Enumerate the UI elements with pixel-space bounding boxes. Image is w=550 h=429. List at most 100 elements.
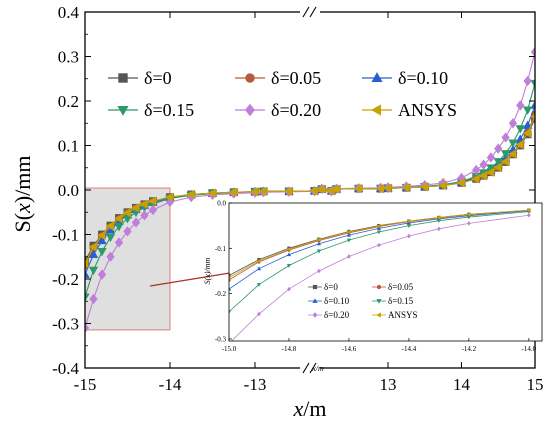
series-5-point-19 — [331, 184, 340, 194]
inset-legend-label-2: δ=0.10 — [324, 296, 350, 306]
series-4-point-8 — [148, 204, 158, 216]
y-tick-label-0: -0.4 — [52, 359, 79, 378]
series-4-point-3 — [106, 251, 115, 262]
inset-series-line-1 — [229, 209, 529, 281]
series-5-point-25 — [438, 180, 447, 191]
inset-y-axis-title: S(x)/mm — [203, 257, 212, 284]
inset-legend-label-0: δ=0 — [324, 282, 338, 292]
inset-frame — [228, 202, 543, 342]
inset-series-line-4 — [230, 214, 529, 341]
series-5-point-13 — [250, 187, 259, 197]
inset-series-5-point-8 — [466, 212, 471, 217]
series-5-point-22 — [383, 183, 392, 193]
y-tick-label-2: -0.2 — [52, 270, 79, 289]
series-5-point-33 — [515, 139, 524, 150]
series-3-point-35 — [530, 79, 535, 89]
inset-legend-marker-5 — [376, 312, 381, 318]
inset-series-3-point-5 — [376, 230, 382, 235]
series-5-point-28 — [478, 171, 487, 181]
main-series — [85, 46, 535, 334]
legend-marker-2 — [371, 72, 383, 83]
inset-series-3-point-6 — [406, 224, 412, 228]
series-5-point-30 — [493, 162, 502, 172]
series-5-point-31 — [500, 156, 509, 167]
inset-series-2-point-3 — [316, 241, 322, 246]
series-5-point-12 — [228, 187, 238, 197]
x-tick-label-0: -15 — [74, 375, 97, 394]
inset-series-2-point-5 — [376, 226, 382, 230]
axis-break-top — [300, 6, 320, 18]
inset-series-2-point-0 — [229, 286, 232, 291]
y-tick-label-6: 0.2 — [58, 92, 79, 111]
legend-label-0: δ=0 — [144, 68, 172, 88]
series-5-point-7 — [139, 199, 148, 209]
legend-label-1: δ=0.05 — [271, 68, 321, 88]
legend-marker-1 — [245, 73, 255, 83]
inset-legend-marker-4 — [312, 312, 318, 318]
inset-series-2-point-1 — [256, 266, 262, 271]
inset-series — [229, 208, 531, 341]
y-axis-title: S(x)/mm — [10, 156, 35, 233]
series-4-point-0 — [85, 322, 90, 334]
series-5-point-11 — [207, 188, 216, 198]
series-4-point-28 — [479, 159, 488, 170]
series-4-point-2 — [97, 269, 107, 280]
inset-series-5-point-1 — [256, 258, 261, 264]
series-2-point-34 — [522, 120, 533, 129]
inset-series-3-point-8 — [466, 215, 472, 220]
inset-legend-label-3: δ=0.15 — [388, 296, 414, 306]
y-tick-label-7: 0.3 — [58, 48, 79, 67]
inset-background — [229, 203, 542, 341]
axis-break-bottom — [300, 362, 320, 374]
y-tick-label-1: -0.3 — [52, 315, 79, 334]
series-line-0-1 — [321, 118, 535, 190]
inset-series-4-point-5 — [377, 242, 381, 248]
legend-label-2: δ=0.10 — [398, 68, 448, 88]
inset-legend-marker-2 — [312, 298, 318, 303]
inset-series-5-point-6 — [406, 219, 411, 224]
inset-x-axis-title: x/m — [311, 364, 324, 373]
inset-chart: -0.3 -0.2 -0.1 0.0 -15.0 -14.8 -14.6 -14.4 -14.… — [203, 200, 543, 373]
series-2-point-2 — [97, 235, 107, 245]
series-5-point-20 — [353, 184, 362, 194]
y-tick-label-8: 0.4 — [58, 3, 80, 22]
x-tick-label-5: 15 — [527, 375, 544, 394]
inset-legend: δ=0 δ=0.05 δ=0.10 δ=0.15 δ=0.20 ANSYS — [308, 282, 418, 320]
inset-series-3-point-1 — [256, 283, 262, 287]
series-5-point-23 — [401, 183, 410, 193]
inset-series-2-point-4 — [346, 232, 352, 237]
series-5-point-26 — [456, 178, 465, 188]
zoom-arrow — [149, 271, 237, 287]
inset-series-5-point-7 — [436, 215, 441, 220]
legend-marker-3 — [117, 105, 129, 116]
inset-series-5-point-3 — [316, 237, 321, 242]
inset-series-3-point-7 — [436, 219, 442, 223]
series-3-point-3 — [105, 233, 116, 243]
series-4-point-5 — [123, 226, 132, 237]
x-axis: -15 -14 -13 13 14 15 — [74, 12, 544, 394]
inset-series-4-point-4 — [347, 254, 351, 259]
inset-series-4-point-9 — [526, 212, 531, 218]
series-5-point-9 — [165, 192, 174, 202]
legend-marker-4 — [244, 103, 256, 117]
inset-series-4-point-6 — [407, 233, 411, 239]
inset-y-axis: -0.3 -0.2 -0.1 0.0 — [215, 200, 232, 343]
inset-x-tick-label-1: -14.8 — [282, 345, 297, 353]
series-4-point-31 — [501, 132, 510, 143]
inset-series-4-point-7 — [437, 226, 441, 232]
inset-series-5-point-4 — [346, 229, 351, 235]
inset-series-5-point-5 — [376, 223, 381, 229]
series-5-point-27 — [471, 174, 480, 184]
series-5-point-2 — [97, 230, 106, 241]
legend-marker-0 — [118, 73, 128, 83]
inset-x-tick-label-2: -14.6 — [342, 345, 357, 353]
inset-x-tick-label-3: -14.4 — [402, 345, 417, 353]
series-5-point-34 — [522, 128, 532, 138]
x-axis-title: x/m — [293, 396, 327, 421]
series-4-point-1 — [89, 293, 98, 305]
inset-y-tick-label-0: -0.3 — [215, 335, 227, 343]
series-5-point-21 — [375, 184, 385, 194]
series-5-point-32 — [508, 149, 517, 159]
inset-series-2-point-2 — [286, 252, 292, 257]
